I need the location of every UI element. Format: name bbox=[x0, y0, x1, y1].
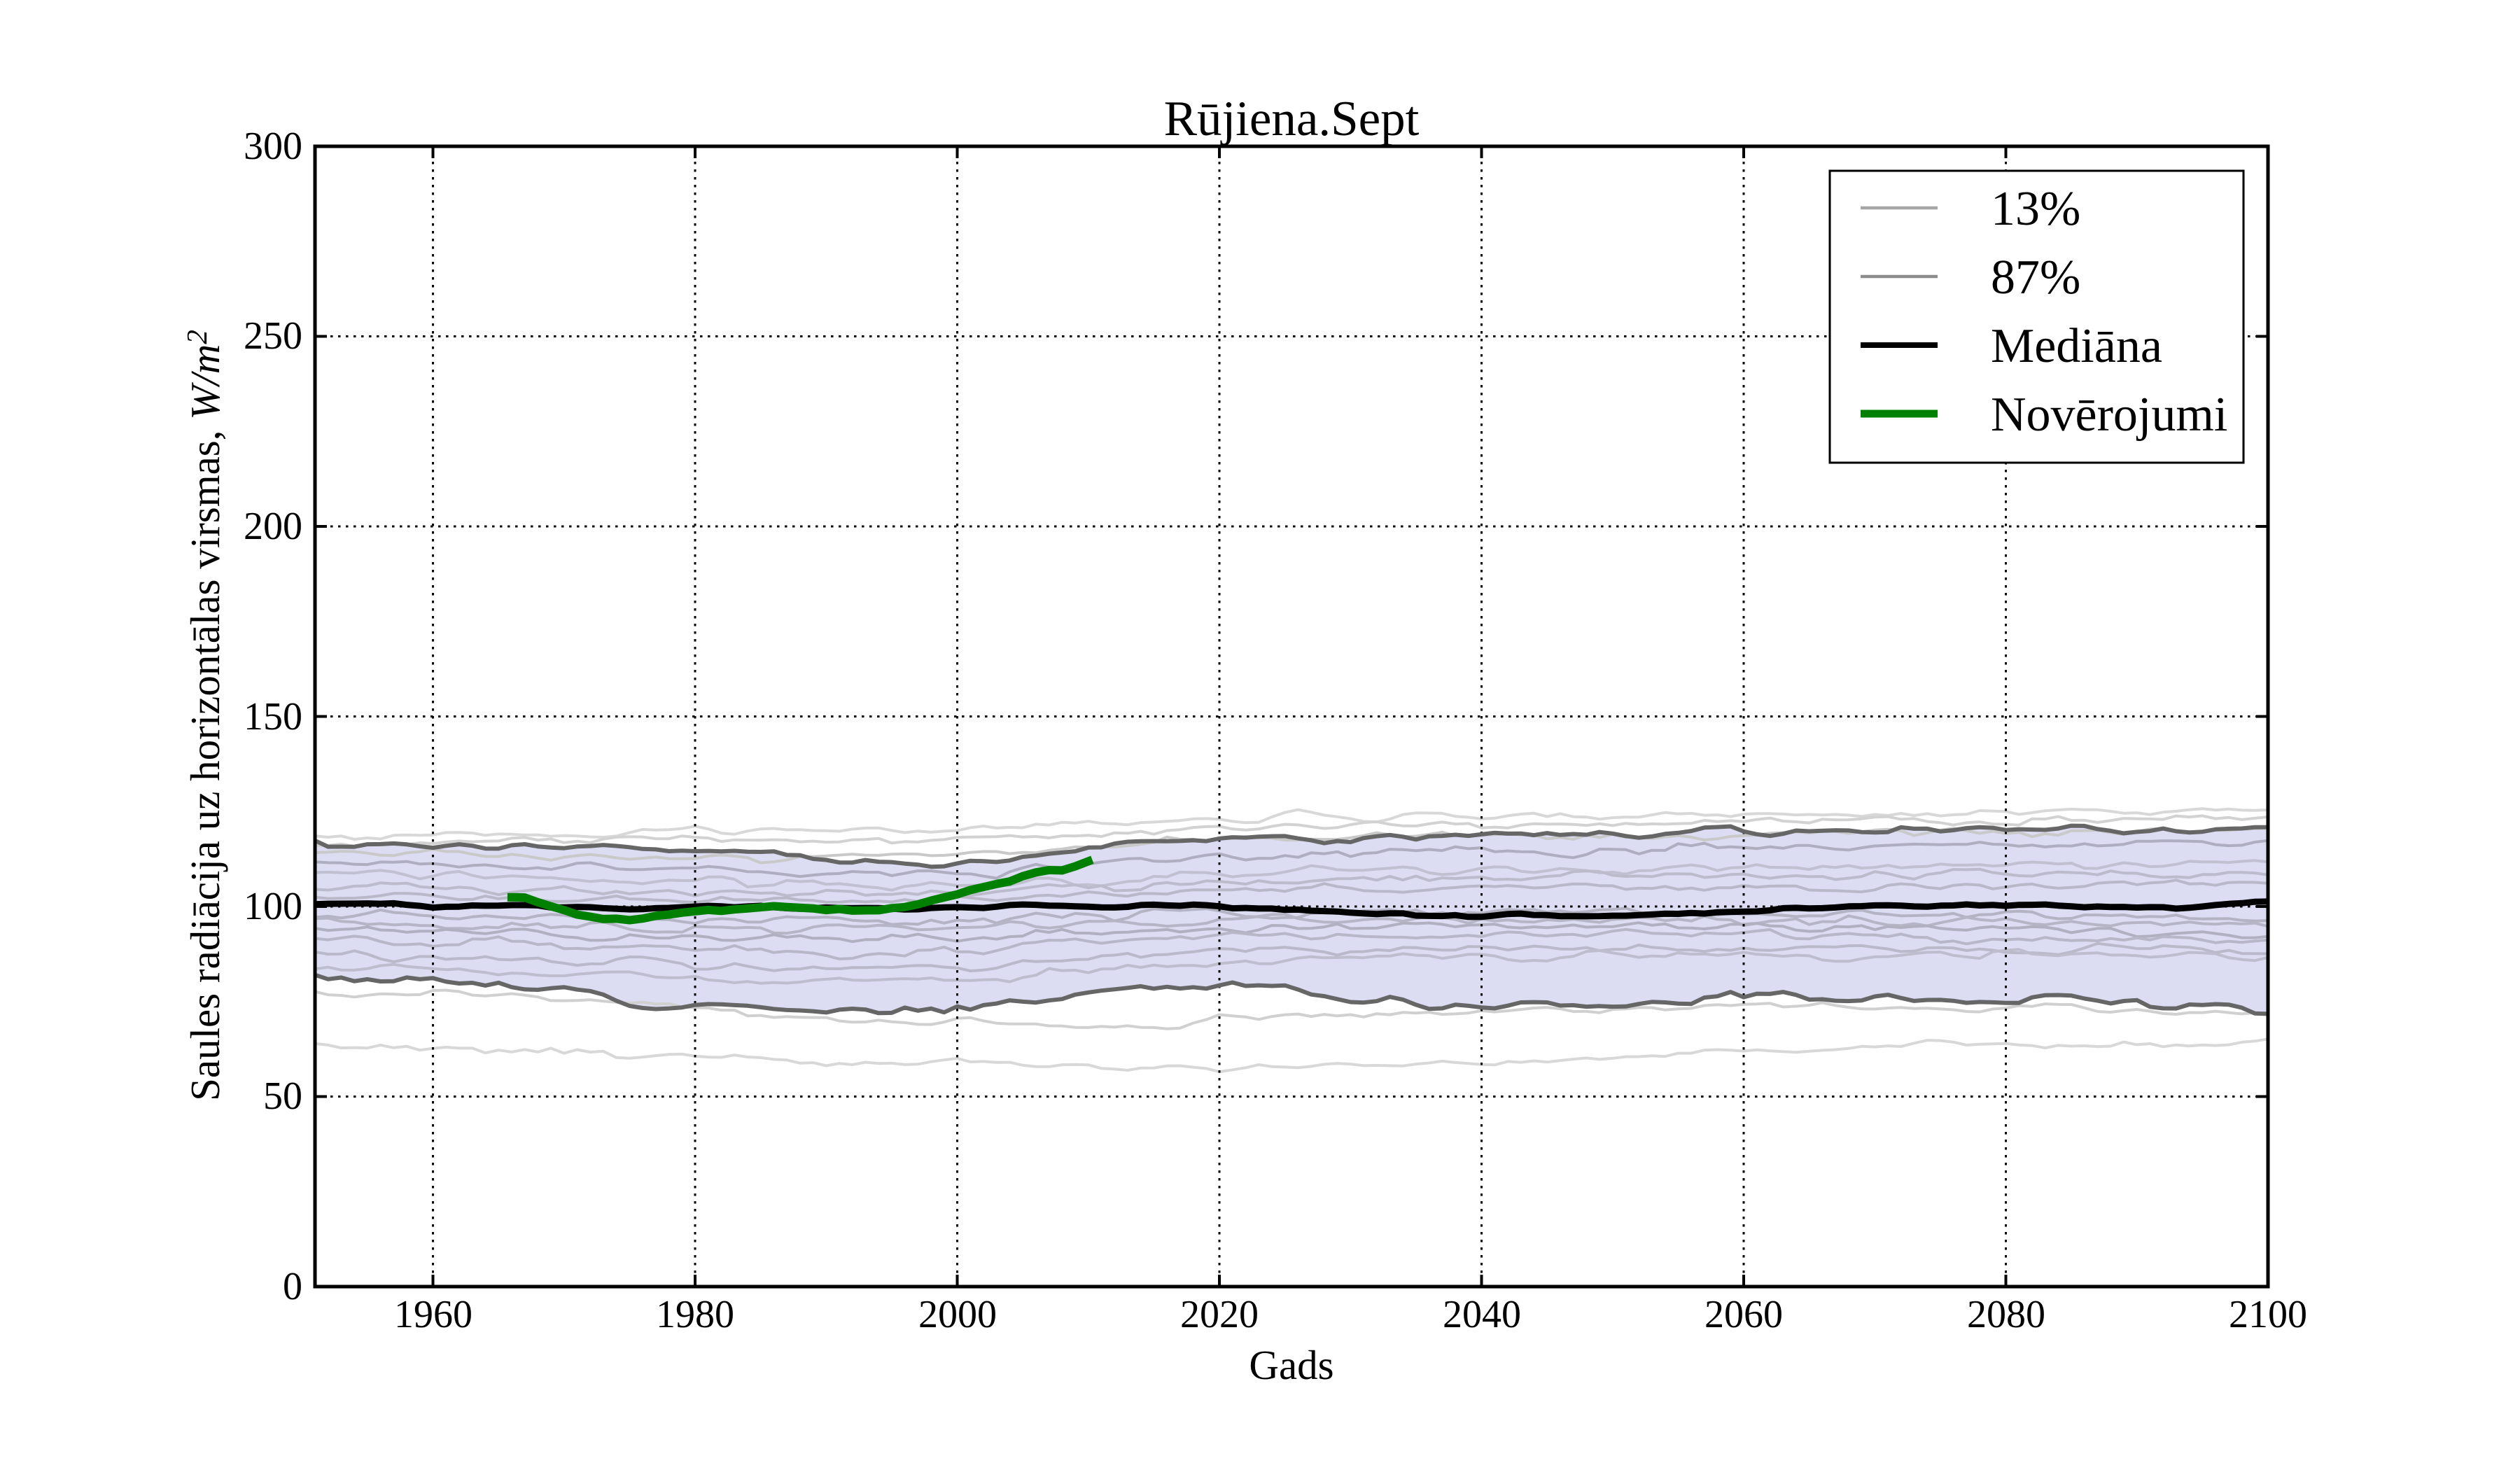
svg-text:50: 50 bbox=[263, 1074, 302, 1118]
svg-text:2060: 2060 bbox=[1704, 1293, 1783, 1336]
svg-text:Saules radiācija uz horizontāl: Saules radiācija uz horizontālas virsmas… bbox=[181, 330, 228, 1101]
svg-text:1980: 1980 bbox=[656, 1293, 734, 1336]
svg-text:2020: 2020 bbox=[1180, 1293, 1259, 1336]
svg-text:2040: 2040 bbox=[1443, 1293, 1521, 1336]
svg-text:1960: 1960 bbox=[394, 1293, 472, 1336]
svg-text:100: 100 bbox=[244, 885, 302, 928]
svg-text:2080: 2080 bbox=[1967, 1293, 2045, 1336]
svg-text:200: 200 bbox=[244, 505, 302, 548]
svg-text:150: 150 bbox=[244, 695, 302, 738]
svg-text:2100: 2100 bbox=[2229, 1293, 2307, 1336]
svg-text:Novērojumi: Novērojumi bbox=[1991, 388, 2227, 442]
svg-text:Rūjiena.Sept: Rūjiena.Sept bbox=[1164, 92, 1420, 146]
svg-text:0: 0 bbox=[283, 1265, 302, 1308]
svg-text:Gads: Gads bbox=[1249, 1342, 1334, 1388]
svg-text:250: 250 bbox=[244, 314, 302, 358]
svg-text:300: 300 bbox=[244, 125, 302, 168]
svg-text:Mediāna: Mediāna bbox=[1991, 319, 2162, 373]
svg-text:87%: 87% bbox=[1991, 251, 2080, 304]
svg-text:2000: 2000 bbox=[918, 1293, 997, 1336]
svg-text:13%: 13% bbox=[1991, 182, 2080, 236]
